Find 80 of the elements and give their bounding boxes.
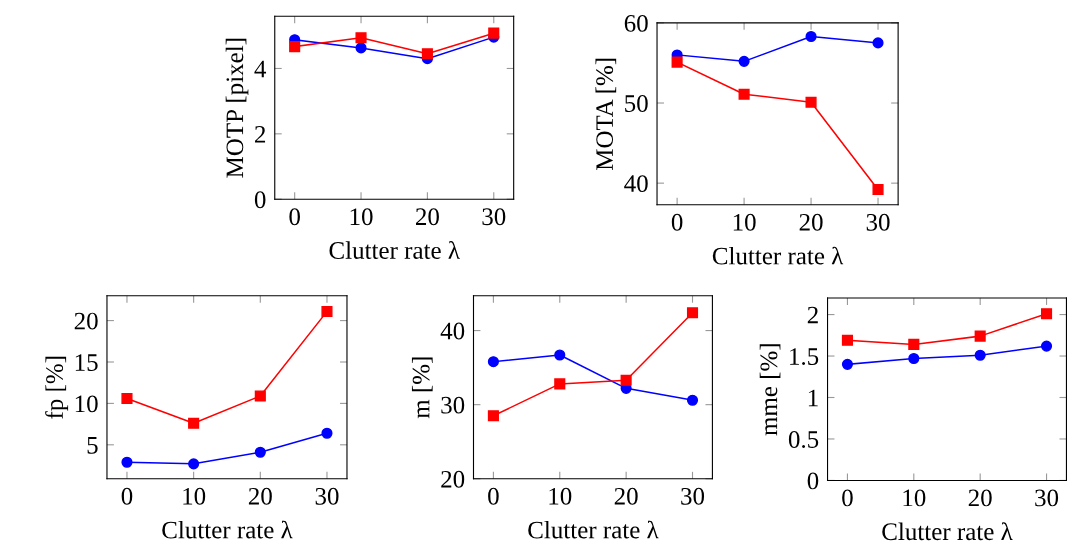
point: [188, 417, 200, 429]
y-axis-title: m [%]: [411, 357, 433, 419]
point: [421, 48, 433, 60]
x-tick-label: 20: [416, 208, 439, 226]
point: [908, 338, 920, 350]
x-tick-label: 10: [350, 208, 373, 226]
y-tick-label: 60: [624, 14, 648, 32]
x-axis-title: Clutter rate λ: [712, 246, 844, 265]
point: [620, 374, 632, 386]
y-axis-title: MOTP [pixel]: [225, 38, 249, 178]
y-axis-title: fp [%]: [45, 356, 69, 419]
x-tick-label: 30: [681, 487, 705, 505]
x-tick-label: 0: [289, 208, 300, 226]
x-tick-label: 10: [733, 213, 756, 231]
y-tick-label: 40: [624, 175, 648, 193]
point: [738, 88, 750, 100]
x-tick-label: 10: [549, 487, 572, 505]
x-axis-title: Clutter rate λ: [882, 522, 1013, 541]
x-tick-label: 0: [671, 213, 683, 231]
y-tick-label: 4: [254, 60, 267, 78]
point: [188, 458, 200, 470]
point: [321, 427, 333, 439]
point: [908, 352, 920, 365]
y-tick-label: 1: [808, 389, 818, 407]
point: [321, 305, 333, 318]
point: [841, 334, 853, 346]
x-tick-label: 0: [488, 487, 499, 505]
y-tick-label: 2: [807, 306, 818, 324]
point: [487, 410, 499, 422]
y-tick-label: 0: [807, 472, 819, 490]
y-tick-label: 20: [74, 312, 98, 330]
y-tick-label: 40: [440, 322, 465, 340]
point: [254, 446, 266, 458]
y-axis-title: MOTA [%]: [595, 58, 617, 171]
x-axis-title: Clutter rate λ: [329, 241, 460, 259]
x-tick-label: 0: [842, 489, 853, 507]
y-tick-label: 0: [254, 191, 266, 209]
x-axis-title: Clutter rate λ: [528, 520, 659, 539]
point: [1040, 340, 1053, 352]
point: [487, 356, 499, 368]
y-tick-label: 2: [255, 125, 266, 143]
point: [1040, 308, 1053, 320]
point: [355, 32, 367, 44]
y-tick-label: 50: [625, 95, 648, 112]
point: [974, 330, 986, 342]
y-axis-title: mme [%]: [759, 344, 781, 436]
point: [738, 55, 750, 67]
point: [671, 56, 683, 68]
y-tick-label: 5: [87, 437, 98, 454]
point: [289, 41, 301, 53]
x-tick-label: 30: [315, 487, 339, 505]
point: [686, 394, 699, 406]
point: [554, 378, 566, 390]
x-tick-label: 10: [183, 487, 206, 505]
point: [488, 27, 500, 39]
x-tick-label: 30: [1035, 489, 1059, 507]
y-tick-label: 10: [75, 395, 98, 413]
x-tick-label: 20: [968, 489, 992, 507]
y-tick-label: 30: [441, 396, 465, 414]
y-tick-label: 20: [441, 470, 465, 488]
point: [121, 456, 133, 468]
x-tick-label: 30: [866, 213, 890, 231]
point: [355, 42, 367, 54]
y-tick-label: 1.5: [790, 348, 819, 366]
point: [121, 392, 133, 404]
point: [254, 390, 266, 402]
x-tick-label: 30: [482, 208, 506, 226]
x-tick-label: 0: [121, 487, 133, 505]
point: [554, 349, 566, 361]
point: [974, 349, 986, 361]
y-tick-label: 15: [75, 354, 98, 371]
point: [872, 184, 884, 196]
point: [686, 307, 699, 319]
point: [841, 358, 853, 370]
point: [805, 30, 817, 43]
y-tick-label: 0.5: [788, 431, 819, 448]
point: [872, 37, 884, 49]
x-tick-label: 10: [903, 489, 926, 507]
point: [805, 96, 817, 108]
x-axis-title: Clutter rate λ: [162, 520, 293, 539]
